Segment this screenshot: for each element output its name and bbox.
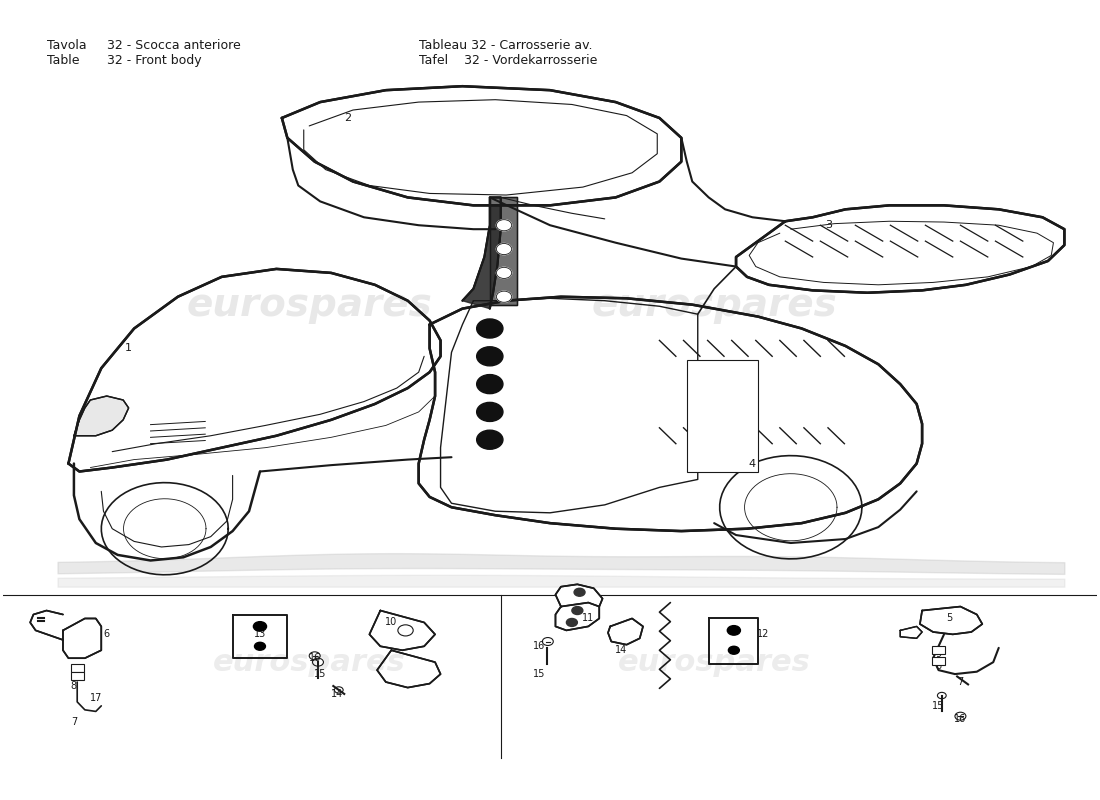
Text: Tafel    32 - Vordekarrosserie: Tafel 32 - Vordekarrosserie [419, 54, 597, 67]
Text: 15: 15 [314, 669, 327, 679]
Polygon shape [708, 618, 758, 664]
Bar [932, 646, 945, 654]
Polygon shape [736, 206, 1065, 293]
Circle shape [476, 319, 503, 338]
Polygon shape [282, 86, 681, 206]
Circle shape [728, 646, 739, 654]
Circle shape [496, 291, 512, 302]
Text: Tavola: Tavola [46, 38, 86, 51]
Text: 32 - Scocca anteriore: 32 - Scocca anteriore [107, 38, 241, 51]
Polygon shape [370, 610, 436, 650]
Bar [932, 657, 945, 665]
Text: 4: 4 [749, 458, 756, 469]
Polygon shape [920, 606, 982, 634]
Text: Table: Table [46, 54, 79, 67]
Circle shape [727, 626, 740, 635]
Text: 11: 11 [582, 614, 594, 623]
Text: 8: 8 [935, 661, 942, 671]
Text: 14: 14 [615, 646, 627, 655]
Text: 3: 3 [826, 220, 833, 230]
Text: 9: 9 [70, 669, 77, 679]
Text: Tableau 32 - Carrosserie av.: Tableau 32 - Carrosserie av. [419, 38, 592, 51]
Text: 8: 8 [70, 681, 77, 691]
Text: 9: 9 [935, 650, 942, 659]
Polygon shape [900, 626, 922, 638]
Circle shape [496, 243, 512, 254]
Text: 10: 10 [385, 618, 397, 627]
Text: 7: 7 [957, 677, 964, 687]
Bar [686, 360, 758, 471]
Text: 15: 15 [933, 701, 945, 711]
Text: 16: 16 [955, 714, 967, 724]
Polygon shape [30, 610, 63, 640]
Circle shape [574, 588, 585, 596]
Text: 14: 14 [330, 689, 343, 699]
Circle shape [572, 606, 583, 614]
Polygon shape [419, 297, 922, 531]
Text: eurospares: eurospares [186, 286, 432, 324]
Polygon shape [556, 584, 603, 606]
Text: eurospares: eurospares [592, 286, 837, 324]
Circle shape [476, 346, 503, 366]
Text: 15: 15 [532, 669, 546, 679]
Polygon shape [63, 618, 101, 658]
Polygon shape [232, 614, 287, 658]
Text: 5: 5 [946, 614, 953, 623]
Circle shape [476, 374, 503, 394]
Text: eurospares: eurospares [212, 648, 406, 677]
Circle shape [476, 430, 503, 450]
Text: 7: 7 [70, 717, 77, 726]
Bar [70, 673, 84, 681]
Circle shape [496, 220, 512, 230]
Text: 17: 17 [89, 693, 102, 703]
Bar [70, 664, 84, 672]
Polygon shape [490, 198, 517, 305]
Text: 6: 6 [103, 630, 110, 639]
Circle shape [566, 618, 578, 626]
Polygon shape [377, 650, 441, 687]
Text: 2: 2 [344, 113, 351, 123]
Circle shape [496, 267, 512, 278]
Polygon shape [462, 198, 501, 309]
Text: 16: 16 [532, 642, 546, 651]
Text: 16: 16 [309, 653, 321, 663]
Text: 1: 1 [125, 343, 132, 354]
Text: 12: 12 [757, 630, 770, 639]
Text: 13: 13 [254, 630, 266, 639]
Text: 32 - Front body: 32 - Front body [107, 54, 201, 67]
Circle shape [476, 402, 503, 422]
Polygon shape [74, 396, 129, 436]
Polygon shape [608, 618, 644, 645]
Polygon shape [68, 269, 441, 471]
Text: eurospares: eurospares [618, 648, 811, 677]
Circle shape [254, 642, 265, 650]
Circle shape [253, 622, 266, 631]
Polygon shape [556, 602, 600, 630]
